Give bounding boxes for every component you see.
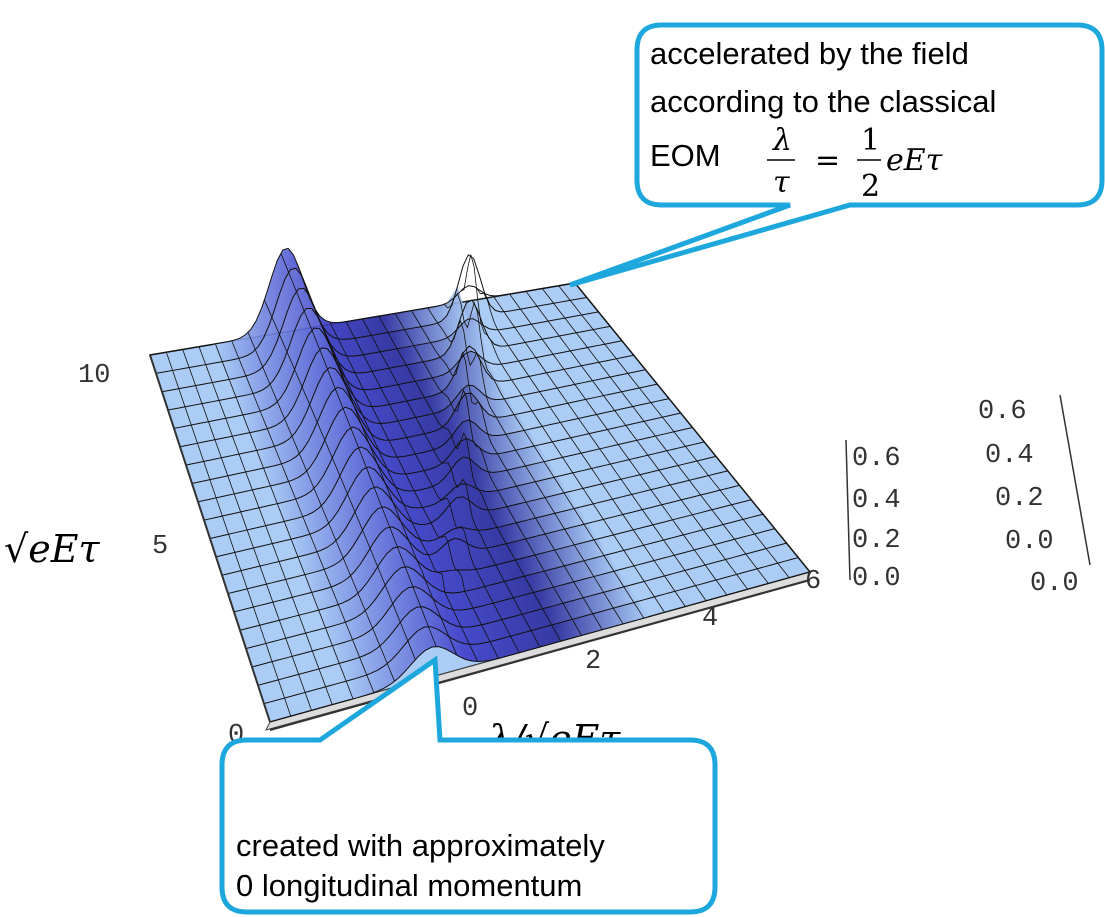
formula-part: λ bbox=[772, 123, 792, 158]
y-axis-label: √eEτ bbox=[4, 527, 100, 571]
callout-text: 0 longitudinal momentum bbox=[236, 868, 582, 903]
z2-tick-label: 0.2 bbox=[995, 484, 1044, 514]
z-tick-label: 0.4 bbox=[852, 486, 901, 516]
x-tick-label: 2 bbox=[585, 647, 601, 677]
callout-text: according to the classical bbox=[650, 84, 996, 119]
z-axis bbox=[846, 440, 850, 580]
surface-plot bbox=[150, 248, 810, 730]
callout-text: EOM bbox=[650, 138, 721, 173]
callout-text: accelerated by the field bbox=[650, 36, 969, 71]
z-tick-label: 0.2 bbox=[852, 526, 901, 556]
formula-part: τ bbox=[773, 165, 790, 200]
z2-tick-label: 0.6 bbox=[978, 397, 1027, 427]
z2-tick-label: 0.0 bbox=[1030, 569, 1079, 599]
x-tick-label: 0 bbox=[462, 694, 478, 724]
y-tick-label: 5 bbox=[152, 532, 168, 562]
y-tick-label: 10 bbox=[78, 361, 110, 391]
x-tick-label: 6 bbox=[805, 567, 821, 597]
z2-tick-label: 0.0 bbox=[1005, 527, 1054, 557]
z-tick-label: 0.6 bbox=[852, 444, 901, 474]
x-tick-label: 4 bbox=[702, 604, 718, 634]
z2-axis bbox=[1060, 395, 1090, 565]
formula-part: = bbox=[815, 143, 840, 178]
figure: 10 5 0 −2 0 2 4 6 0.6 0.4 0.2 0.0 0.6 0.… bbox=[0, 0, 1105, 917]
z-tick-label: 0.0 bbox=[852, 564, 901, 594]
formula-part: 2 bbox=[861, 169, 880, 204]
formula-part: 1 bbox=[861, 123, 880, 158]
z2-tick-label: 0.4 bbox=[985, 441, 1034, 471]
callout-text: created with approximately bbox=[236, 828, 605, 863]
formula-part: eEτ bbox=[886, 143, 943, 178]
